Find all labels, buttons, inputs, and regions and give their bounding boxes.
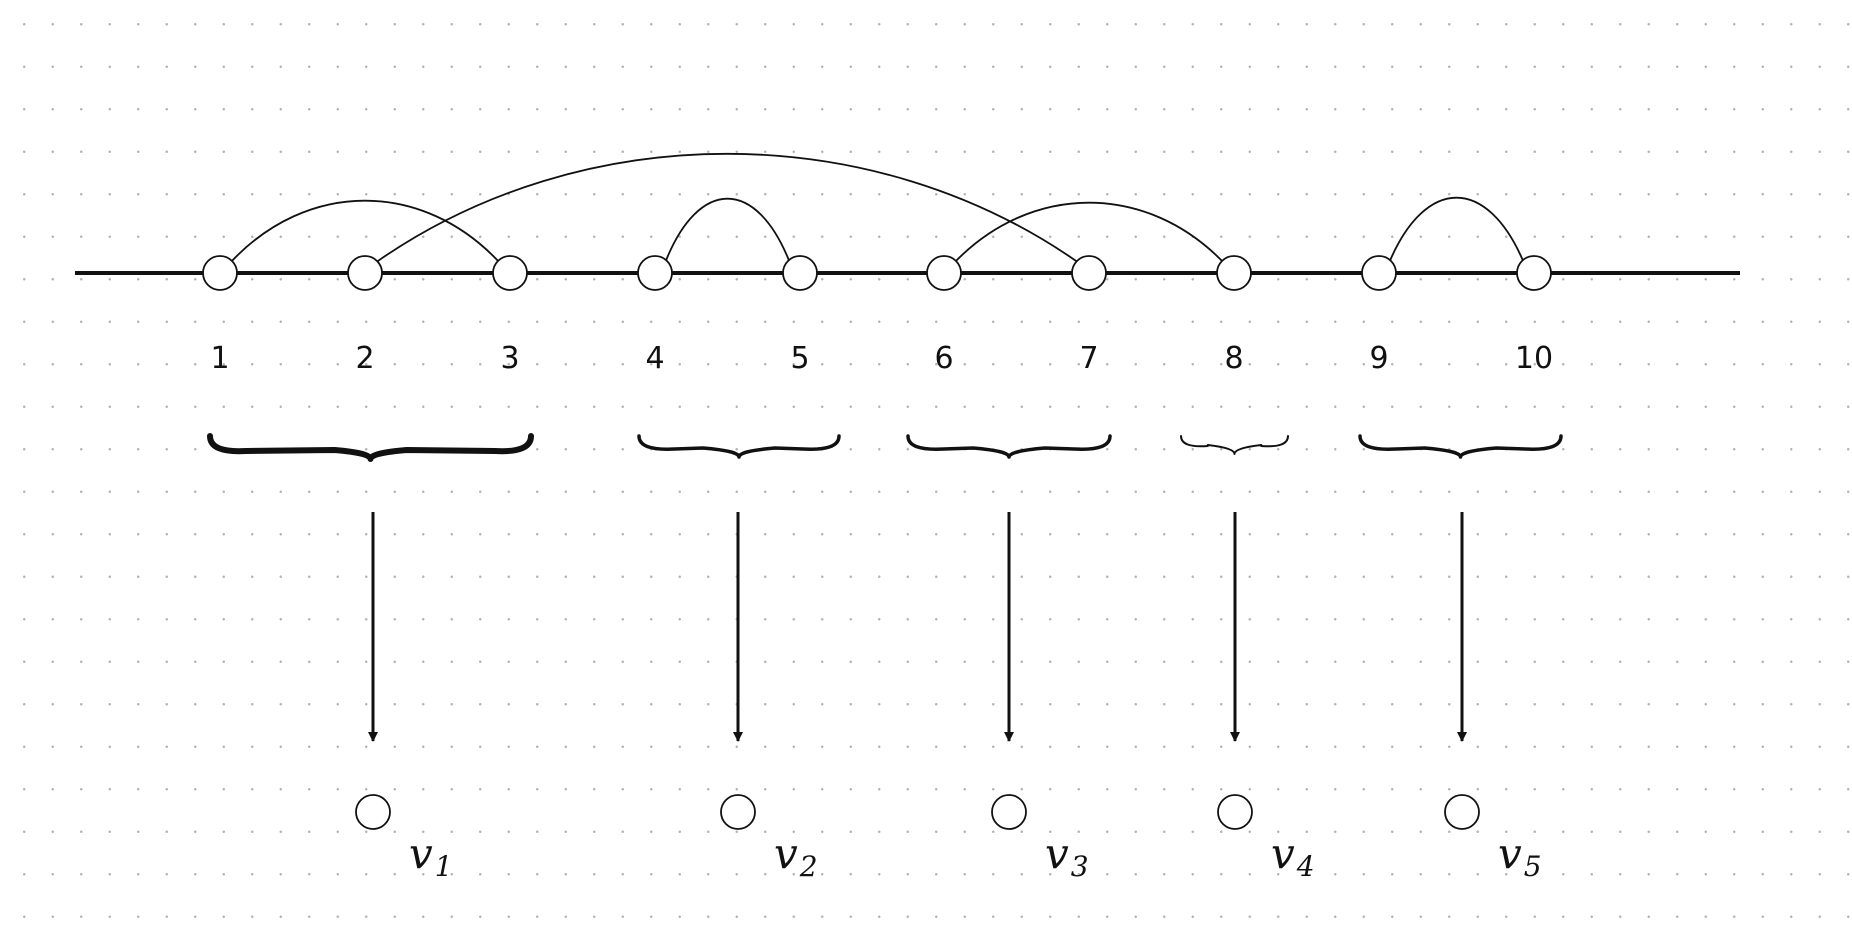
node-label-7: 7 — [1079, 341, 1098, 376]
vertex-label-main: v — [774, 829, 798, 878]
node-2 — [347, 255, 383, 291]
arc-1-3 — [229, 199, 501, 264]
vertex-label-subscript: 2 — [799, 850, 818, 883]
node-10 — [1516, 255, 1552, 291]
node-label-1: 1 — [210, 341, 229, 376]
vertex-v5 — [1444, 794, 1480, 830]
node-label-3: 3 — [500, 341, 519, 376]
node-label-8: 8 — [1224, 341, 1243, 376]
vertex-label-subscript: 3 — [1071, 850, 1089, 883]
vertex-v1 — [355, 794, 391, 830]
vertex-label-main: v — [1271, 829, 1295, 878]
vertex-label-v3: v3 — [1045, 829, 1089, 883]
group-brace-1 — [207, 433, 534, 462]
vertex-v2 — [720, 794, 756, 830]
arc-2-7 — [374, 153, 1080, 264]
node-group: 1 2 3 4 5 6 7 8 9 10 — [202, 255, 1553, 376]
vertex-label-main: v — [409, 829, 433, 878]
vertex-v4 — [1217, 794, 1253, 830]
vertex-label-v5: v5 — [1498, 829, 1542, 883]
group-brace-4 — [1180, 435, 1289, 455]
arc-9-10 — [1388, 196, 1525, 264]
node-5 — [782, 255, 818, 291]
node-7 — [1071, 255, 1107, 291]
vertex-label-subscript: 1 — [435, 850, 453, 883]
node-3 — [492, 255, 528, 291]
node-label-5: 5 — [790, 341, 809, 376]
node-label-6: 6 — [934, 341, 953, 376]
node-label-9: 9 — [1369, 341, 1388, 376]
node-8 — [1216, 255, 1252, 291]
node-label-4: 4 — [645, 341, 664, 376]
node-1 — [202, 255, 238, 291]
arrow-group — [368, 512, 1467, 742]
vertex-label-subscript: 5 — [1524, 850, 1542, 883]
arc-group — [229, 153, 1525, 264]
vertex-label-v2: v2 — [774, 829, 818, 883]
vertex-label-v4: v4 — [1271, 829, 1315, 883]
node-9 — [1361, 255, 1397, 291]
node-label-2: 2 — [355, 341, 374, 376]
arc-4-5 — [664, 197, 791, 264]
arc-6-8 — [953, 201, 1225, 264]
group-brace-3 — [906, 434, 1112, 459]
vertex-label-v1: v1 — [409, 829, 453, 883]
brace-group — [207, 433, 1563, 462]
vertex-v3 — [991, 794, 1027, 830]
node-4 — [637, 255, 673, 291]
node-6 — [926, 255, 962, 291]
vertex-label-subscript: 4 — [1296, 850, 1315, 883]
group-brace-5 — [1358, 434, 1563, 459]
vertex-group: v1 v2 v3 v4 v5 — [355, 794, 1542, 883]
vertex-label-main: v — [1045, 829, 1069, 878]
group-brace-2 — [637, 434, 841, 459]
vertex-label-main: v — [1498, 829, 1522, 878]
node-label-10: 10 — [1515, 341, 1553, 376]
